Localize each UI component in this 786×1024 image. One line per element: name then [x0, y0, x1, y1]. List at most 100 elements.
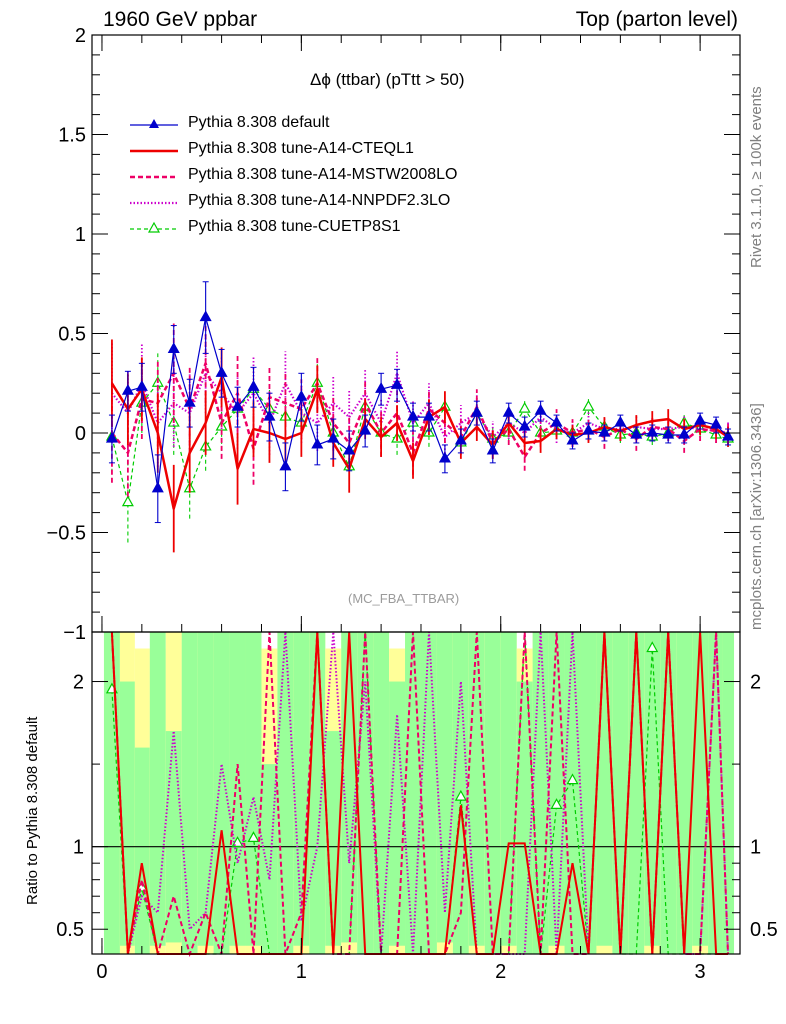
ratio-band-green [722, 632, 735, 954]
ratio-band-green [548, 632, 565, 946]
series-line-default [111, 317, 729, 490]
marker-default [550, 415, 563, 427]
legend-label-cteql1: Pythia 8.308 tune-A14-CTEQL1 [188, 140, 414, 157]
ratio-band-green [405, 632, 421, 954]
ratio-y-tick-label: 1 [73, 837, 84, 859]
marker-default [167, 342, 180, 354]
header-right-label: Top (parton level) [575, 8, 738, 31]
axes-layer: −1 −0.5 0 0.5 1 1.5 2 0 1 2 3 0.5 0.5 1 1 2 2 [47, 25, 778, 983]
ratio-band-green [644, 632, 661, 946]
ratio-band-green [261, 764, 278, 954]
marker-default [215, 366, 228, 377]
marker-default [534, 403, 547, 415]
marker-default [343, 443, 356, 455]
series-line-cteql1 [110, 376, 729, 510]
main-y-tick-label: 0 [75, 423, 86, 445]
marker-cuetp [582, 399, 595, 411]
series-line-nnpdf [111, 372, 729, 439]
ratio-marker-cuetp [646, 641, 659, 653]
marker-default [678, 427, 691, 439]
ratio-band-green [213, 632, 230, 954]
marker-default [183, 395, 196, 407]
legend-label-cuetp: Pythia 8.308 tune-CUETP8S1 [188, 218, 401, 235]
marker-default [598, 425, 611, 437]
marker-default [614, 415, 627, 427]
marker-default [470, 405, 483, 417]
marker-default [263, 409, 276, 421]
ratio-band-green [612, 632, 629, 954]
ratio-band-green [245, 632, 262, 946]
marker-default [454, 433, 467, 445]
ratio-band-green [692, 632, 709, 946]
main-y-tick-label: 1 [75, 224, 86, 246]
x-tick-label: 1 [296, 961, 307, 983]
marker-default [359, 423, 372, 435]
marker-default [327, 431, 340, 443]
marker-default [199, 310, 212, 322]
ratio-band-green [596, 632, 613, 946]
ratio-y-tick-label-right: 1 [750, 837, 761, 859]
marker-default [502, 405, 515, 417]
x-tick-label: 3 [695, 961, 706, 983]
marker-default [279, 459, 292, 471]
marker-default [151, 481, 164, 493]
ratio-band-green [564, 632, 581, 954]
ratio-band-green [119, 681, 135, 946]
ratio-band-green [134, 747, 150, 954]
series-line-mstw [110, 362, 729, 459]
analysis-id: (MC_FBA_TTBAR) [348, 591, 460, 606]
legend-swatch-default [130, 119, 178, 128]
ratio-band-green [420, 632, 437, 954]
marker-default [391, 378, 404, 389]
main-y-tick-label: 0.5 [58, 324, 86, 346]
marker-default [311, 437, 324, 449]
series-default [105, 281, 735, 524]
x-tick-label: 2 [495, 961, 506, 983]
marker-default [231, 399, 244, 411]
ratio-band-green [165, 731, 182, 943]
marker-default [422, 409, 435, 421]
ratio-y-tick-label-right: 2 [750, 672, 761, 694]
legend-label-mstw: Pythia 8.308 tune-A14-MSTW2008LO [188, 166, 458, 183]
ratio-band-green [660, 632, 677, 954]
series-mstw [110, 323, 729, 497]
marker-default [518, 419, 531, 431]
marker-cuetp [518, 401, 531, 413]
marker-default [135, 379, 148, 391]
marker-default [438, 451, 451, 463]
ratio-band-green [357, 632, 374, 954]
ratio-band-green [373, 632, 390, 954]
ratio-marker-cuetp [454, 789, 467, 801]
main-y-tick-label: 1.5 [58, 125, 86, 147]
legend-swatch-cuetp [130, 221, 178, 233]
marker-default [694, 413, 707, 425]
marker-default [662, 427, 675, 439]
marker-default [295, 389, 308, 401]
main-plot-layer [105, 281, 735, 553]
ratio-band-green [103, 632, 120, 954]
main-y-tick-label: −1 [63, 622, 86, 644]
legend-label-nnpdf: Pythia 8.308 tune-A14-NNPDF2.3LO [188, 192, 451, 209]
ratio-frame [91, 631, 741, 955]
legend-swatch-cteql1 [130, 149, 178, 153]
series-cuetp [105, 353, 735, 543]
marker-default [375, 381, 388, 393]
ratio-band-green [484, 632, 501, 954]
plot-title: Δϕ (ttbar) (pTtt > 50) [310, 70, 465, 89]
ratio-marker-cuetp [550, 798, 563, 809]
ratio-band-green [149, 632, 166, 946]
marker-default [710, 417, 723, 429]
ratio-marker-cuetp [247, 831, 260, 843]
ratio-band-green [628, 632, 645, 954]
ratio-marker-cuetp [566, 773, 579, 785]
marker-default [630, 427, 643, 439]
ratio-band-green [676, 632, 693, 954]
ratio-band-green [277, 632, 294, 954]
ratio-band-green [181, 632, 198, 954]
ratio-band-green [500, 632, 517, 946]
marker-default [121, 383, 134, 395]
marker-default [247, 379, 260, 391]
marker-default [582, 423, 595, 435]
marker-default [722, 429, 735, 441]
